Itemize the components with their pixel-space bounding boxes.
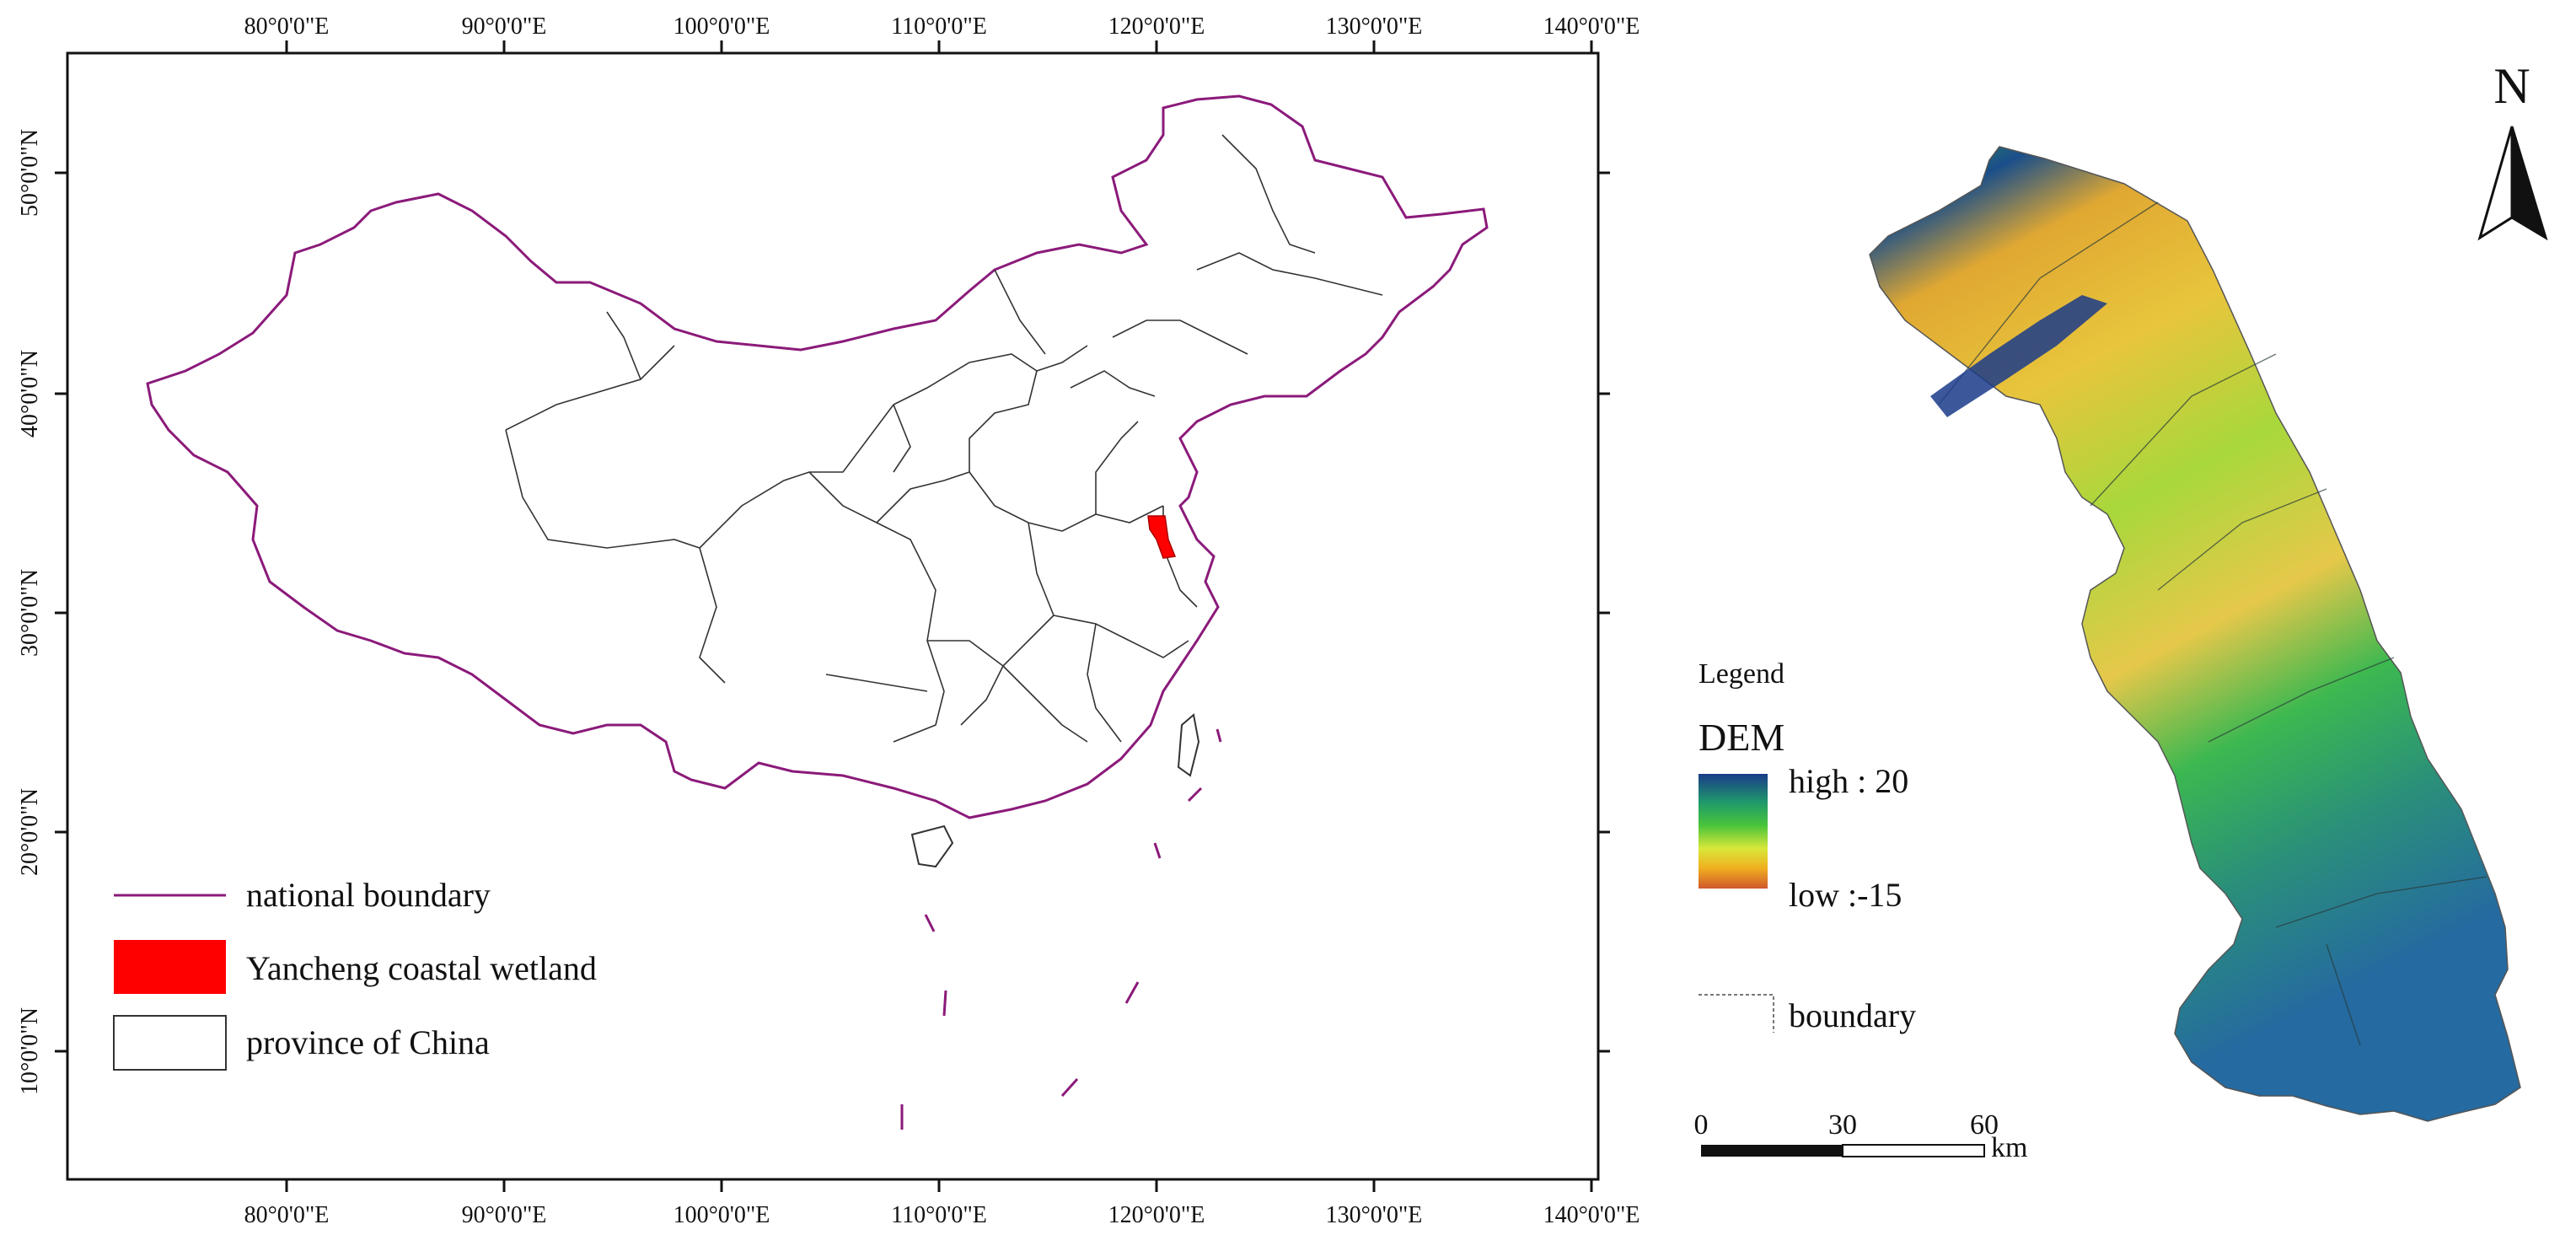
- dem-title: DEM: [1699, 716, 1784, 759]
- tick-label: 100°0'0"E: [674, 1202, 770, 1228]
- north-label: N: [2493, 58, 2530, 114]
- scale-tick-30: 30: [1828, 1109, 1857, 1141]
- tick-label: 110°0'0"E: [891, 13, 987, 40]
- top-longitude-labels: 80°0'0"E 90°0'0"E 100°0'0"E 110°0'0"E 12…: [244, 13, 1640, 40]
- province-boundaries: [505, 134, 1383, 743]
- taiwan-island: [1177, 713, 1200, 777]
- tick-label: 80°0'0"E: [244, 13, 330, 40]
- bottom-longitude-labels: 80°0'0"E 90°0'0"E 100°0'0"E 110°0'0"E 12…: [244, 1202, 1640, 1228]
- legend-label-wetland: Yancheng coastal wetland: [246, 949, 597, 987]
- dem-lowland-channel: [1930, 295, 2107, 417]
- tick-label: 10°0'0"N: [17, 1007, 43, 1095]
- province-swatch: [113, 1015, 227, 1071]
- legend-title: Legend: [1699, 658, 1784, 690]
- latitude-labels: 50°0'0"N 40°0'0"N 30°0'0"N 20°0'0"N 10°0…: [17, 129, 43, 1095]
- dem-internal-boundaries: [1938, 201, 2487, 1046]
- tick-label: 110°0'0"E: [891, 1202, 987, 1228]
- scale-tick-0: 0: [1694, 1109, 1709, 1141]
- tick-label: 120°0'0"E: [1108, 1202, 1205, 1228]
- tick-label: 50°0'0"N: [17, 129, 43, 217]
- tick-label: 130°0'0"E: [1326, 1202, 1423, 1228]
- longitude-ticks: [55, 40, 1610, 1192]
- china-national-boundary: [146, 94, 1489, 819]
- china-map-legend: national boundary Yancheng coastal wetla…: [113, 876, 597, 1071]
- yancheng-wetland-marker: [1147, 515, 1177, 559]
- tick-label: 30°0'0"N: [17, 569, 43, 657]
- hainan-island: [910, 824, 954, 868]
- nine-dash-line: [900, 728, 1222, 1130]
- legend-label-national: national boundary: [246, 876, 491, 914]
- wetland-swatch: [114, 940, 226, 994]
- tick-label: 20°0'0"N: [17, 788, 43, 876]
- tick-label: 90°0'0"E: [462, 13, 547, 40]
- tick-label: 140°0'0"E: [1543, 1202, 1640, 1228]
- boundary-label: boundary: [1789, 996, 1916, 1034]
- scale-tick-60: 60: [1970, 1109, 1999, 1141]
- scale-unit: km: [1991, 1132, 2027, 1163]
- dem-map-panel: N Legend DEM high : 20 low :-15 boundary…: [1694, 58, 2548, 1163]
- north-arrow-icon: [2477, 126, 2514, 241]
- tick-label: 90°0'0"E: [462, 1202, 547, 1228]
- tick-label: 130°0'0"E: [1326, 13, 1423, 40]
- tick-label: 120°0'0"E: [1108, 13, 1205, 40]
- tick-label: 140°0'0"E: [1543, 13, 1640, 40]
- scale-bar: 0 30 60 km: [1694, 1109, 2028, 1163]
- north-arrow: N: [2477, 58, 2548, 241]
- legend-label-province: province of China: [246, 1023, 490, 1061]
- tick-label: 100°0'0"E: [674, 13, 770, 40]
- tick-label: 40°0'0"N: [17, 350, 43, 438]
- dem-high-label: high : 20: [1789, 762, 1908, 800]
- dem-low-label: low :-15: [1789, 876, 1902, 914]
- tick-label: 80°0'0"E: [244, 1202, 330, 1228]
- boundary-swatch: [1699, 994, 1774, 1033]
- china-map-panel: 80°0'0"E 90°0'0"E 100°0'0"E 110°0'0"E 12…: [17, 13, 1640, 1228]
- dem-color-ramp: [1699, 774, 1768, 889]
- yancheng-dem-region: [1869, 146, 2521, 1122]
